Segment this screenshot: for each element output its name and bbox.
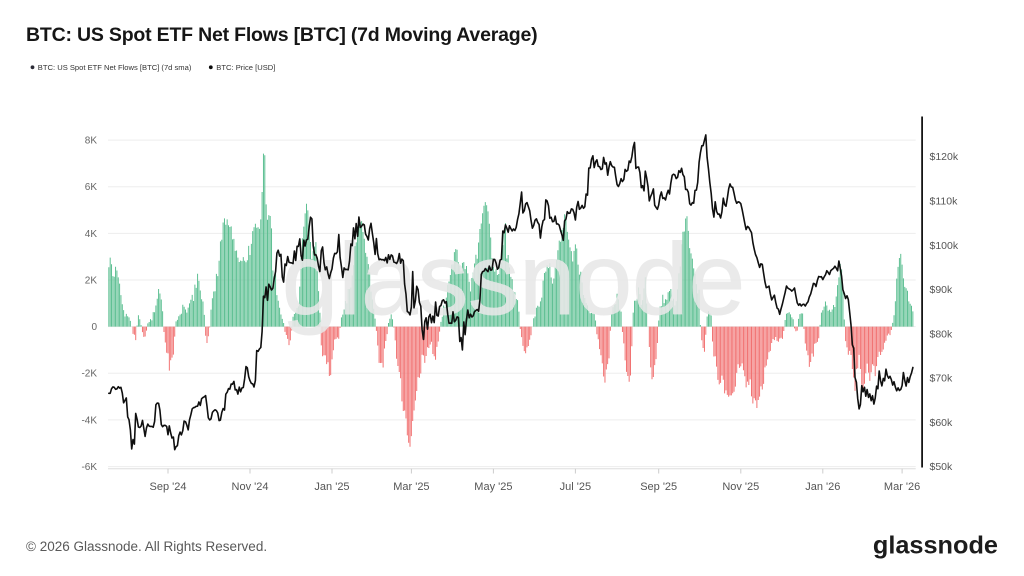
svg-text:$100k: $100k bbox=[930, 240, 959, 252]
svg-text:glassnode: glassnode bbox=[282, 222, 745, 336]
svg-text:Mar '26: Mar '26 bbox=[884, 481, 920, 493]
svg-text:0: 0 bbox=[91, 322, 97, 333]
svg-text:2K: 2K bbox=[85, 275, 98, 286]
svg-text:$80k: $80k bbox=[930, 328, 954, 340]
svg-text:8K: 8K bbox=[85, 135, 98, 146]
svg-text:© 2026 Glassnode. All Rights R: © 2026 Glassnode. All Rights Reserved. bbox=[26, 539, 267, 554]
svg-text:May '25: May '25 bbox=[474, 481, 512, 493]
svg-text:Jul '25: Jul '25 bbox=[560, 481, 591, 493]
svg-text:$110k: $110k bbox=[930, 195, 959, 207]
svg-text:BTC: US Spot ETF Net Flows [BT: BTC: US Spot ETF Net Flows [BTC] (7d sma… bbox=[38, 63, 192, 72]
svg-text:$90k: $90k bbox=[930, 284, 954, 296]
svg-text:4K: 4K bbox=[85, 229, 98, 240]
svg-text:-2K: -2K bbox=[81, 369, 97, 380]
svg-text:BTC: Price [USD]: BTC: Price [USD] bbox=[216, 63, 275, 72]
svg-text:Nov '24: Nov '24 bbox=[232, 481, 269, 493]
svg-text:$70k: $70k bbox=[930, 373, 954, 385]
svg-text:6K: 6K bbox=[85, 182, 98, 193]
svg-text:$50k: $50k bbox=[930, 461, 954, 473]
svg-text:Jan '25: Jan '25 bbox=[314, 481, 349, 493]
svg-text:-6K: -6K bbox=[81, 462, 97, 473]
svg-text:$120k: $120k bbox=[930, 151, 959, 163]
svg-text:glassnode: glassnode bbox=[873, 531, 998, 559]
svg-text:Mar '25: Mar '25 bbox=[393, 481, 429, 493]
svg-text:Sep '25: Sep '25 bbox=[640, 481, 677, 493]
svg-text:BTC: US Spot ETF Net Flows [BT: BTC: US Spot ETF Net Flows [BTC] (7d Mov… bbox=[26, 24, 537, 46]
svg-text:Sep '24: Sep '24 bbox=[150, 481, 187, 493]
svg-text:Nov '25: Nov '25 bbox=[722, 481, 759, 493]
svg-text:$60k: $60k bbox=[930, 417, 954, 429]
svg-text:Jan '26: Jan '26 bbox=[805, 481, 840, 493]
svg-text:-4K: -4K bbox=[81, 415, 97, 426]
